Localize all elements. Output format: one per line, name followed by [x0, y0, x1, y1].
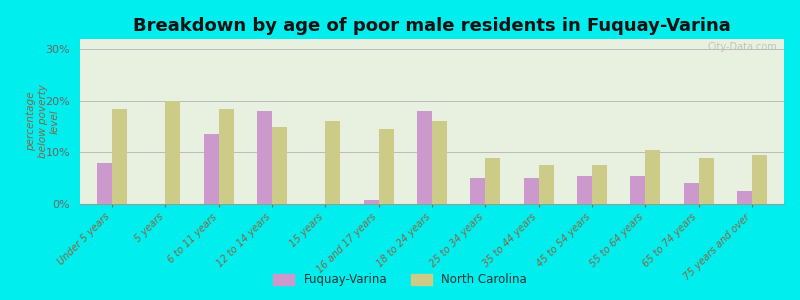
Title: Breakdown by age of poor male residents in Fuquay-Varina: Breakdown by age of poor male residents … — [133, 17, 731, 35]
Bar — [630, 176, 646, 204]
Bar — [204, 134, 218, 204]
Bar — [486, 158, 500, 204]
Bar — [538, 165, 554, 204]
Bar — [577, 176, 592, 204]
Bar — [97, 163, 112, 204]
Bar — [646, 150, 660, 204]
Bar — [698, 158, 714, 204]
Bar — [364, 200, 378, 204]
Bar — [417, 111, 432, 204]
Y-axis label: percentage
below poverty
level: percentage below poverty level — [26, 85, 59, 158]
Legend: Fuquay-Varina, North Carolina: Fuquay-Varina, North Carolina — [268, 269, 532, 291]
Bar — [470, 178, 486, 204]
Bar — [592, 165, 607, 204]
Bar — [166, 101, 180, 204]
Bar — [752, 155, 767, 204]
Bar — [257, 111, 272, 204]
Bar — [378, 129, 394, 204]
Bar — [524, 178, 538, 204]
Bar — [272, 127, 287, 204]
Bar — [684, 183, 698, 204]
Bar — [432, 122, 447, 204]
Bar — [112, 109, 127, 204]
Bar — [737, 191, 752, 204]
Text: City-Data.com: City-Data.com — [707, 42, 777, 52]
Bar — [326, 122, 340, 204]
Bar — [218, 109, 234, 204]
